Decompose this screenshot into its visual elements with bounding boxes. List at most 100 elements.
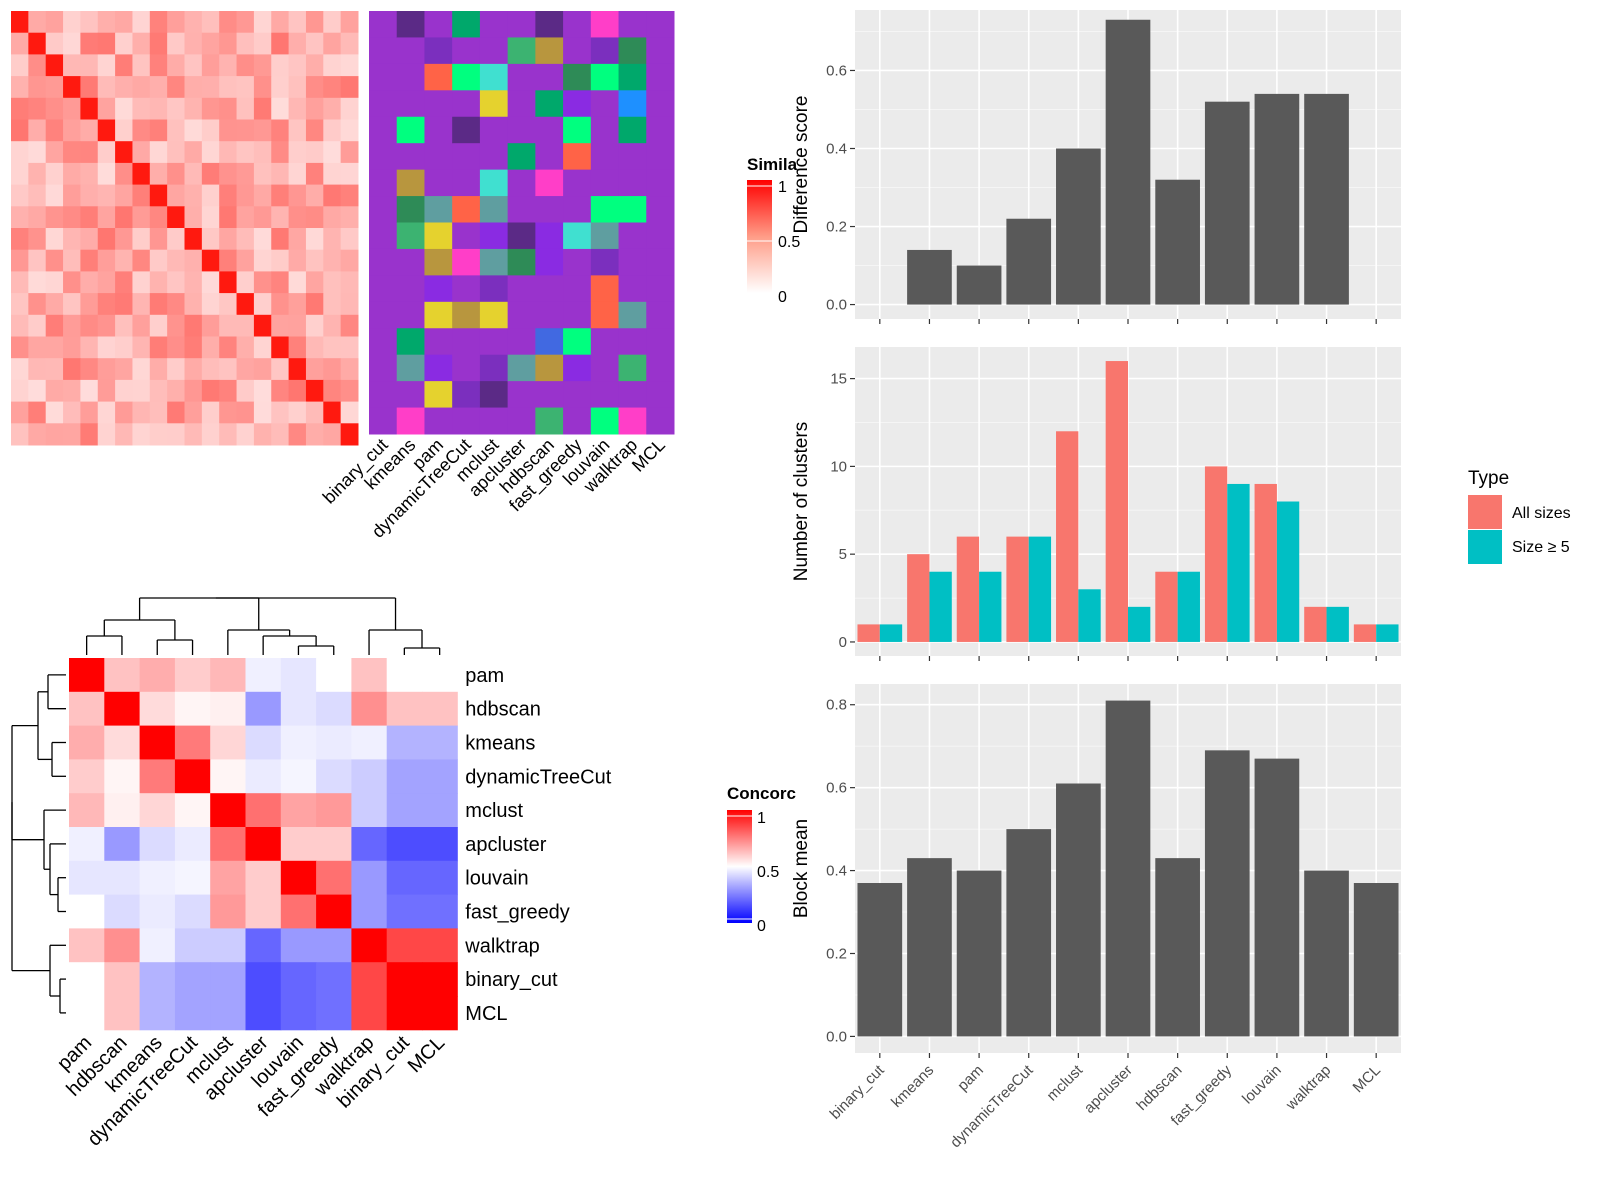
similarity-cell [340,271,359,294]
similarity-cell [288,54,307,77]
similarity-cell [97,11,116,34]
similarity-cell [80,141,99,164]
bar [1204,750,1250,1037]
similarity-cell [305,97,324,120]
concordance-row-label: dynamicTreeCut [465,766,611,788]
concordance-cell [139,759,176,794]
similarity-cell [201,184,220,207]
concordance-cell [351,691,388,727]
concordance-cell [174,658,211,693]
membership-cell [424,301,453,329]
concordance-cell [104,962,141,997]
similarity-cell [132,423,151,446]
concordance-row-label: louvain [465,868,528,890]
bar [1304,870,1349,1037]
concordance-cell [69,962,105,997]
concordance-cell [174,894,211,929]
left-dendrogram [11,674,66,1014]
membership-cell [452,63,481,91]
membership-cell [424,381,453,409]
similarity-cell [340,314,359,337]
concordance-legend-tick: 0.5 [757,864,779,881]
similarity-cell [219,271,238,294]
similarity-cell [323,97,342,120]
membership-cell [396,407,425,435]
similarity-cell [63,11,81,34]
y-axis-title: Block mean [791,819,812,918]
membership-cell [424,90,453,118]
membership-cell [535,116,564,144]
concordance-row-label: MCL [465,1003,507,1025]
bar [907,554,930,642]
concordance-cell [104,691,141,727]
similarity-cell [184,228,203,251]
similarity-cell [115,32,133,55]
membership-cell [424,169,453,197]
membership-cell [396,169,425,197]
similarity-cell [132,249,151,272]
similarity-cell [63,32,81,55]
similarity-cell [45,249,64,272]
similarity-cell [184,32,203,55]
membership-cell [369,11,398,38]
similarity-cell [28,162,47,186]
similarity-cell [28,336,47,359]
membership-cell [369,248,398,276]
membership-cell [590,11,620,38]
membership-cell [452,196,481,223]
membership-cell [590,407,620,435]
membership-cell [479,90,509,118]
similarity-cell [11,54,29,77]
similarity-cell [167,271,185,294]
similarity-cell [63,54,81,77]
similarity-cell [219,358,238,381]
similarity-cell [253,314,272,337]
concordance-cell [280,928,317,963]
similarity-cell [97,184,116,207]
similarity-cell [305,336,324,359]
y-axis-title: Difference score [791,96,812,234]
similarity-cell [271,423,290,446]
membership-cell [396,381,425,409]
similarity-cell [184,54,203,77]
similarity-cell [305,184,324,207]
membership-cell [590,381,620,409]
similarity-cell [201,141,220,164]
x-tick-label: louvain [1239,1062,1285,1108]
membership-cell [507,407,536,435]
similarity-cell [323,162,342,186]
membership-cell [535,169,564,197]
concordance-cell [316,962,352,997]
similarity-cell [323,293,342,316]
similarity-cell [132,314,151,337]
similarity-cell [45,54,64,77]
concordance-cell [422,928,458,963]
similarity-cell [288,379,307,403]
similarity-cell [97,119,116,142]
concordance-cell [210,894,246,929]
similarity-cell [236,11,255,34]
similarity-cell [80,184,99,207]
similarity-cell [236,97,255,120]
similarity-cell [271,11,290,34]
similarity-cell [271,228,290,251]
similarity-cell [28,228,47,251]
membership-cell [479,354,509,382]
similarity-cell [80,162,99,186]
concordance-cell [139,725,176,760]
similarity-cell [236,141,255,164]
membership-cell [479,328,509,356]
y-axis-title: Number of clusters [791,422,812,581]
similarity-cell [115,184,133,207]
similarity-cell [149,249,168,272]
concordance-cell [422,996,458,1031]
similarity-cell [11,423,29,446]
similarity-cell [219,336,238,359]
bar [956,536,980,642]
similarity-cell [340,162,359,186]
membership-cell [618,222,647,250]
membership-cell [535,381,564,409]
membership-cell [563,11,592,38]
similarity-cell [45,97,64,120]
